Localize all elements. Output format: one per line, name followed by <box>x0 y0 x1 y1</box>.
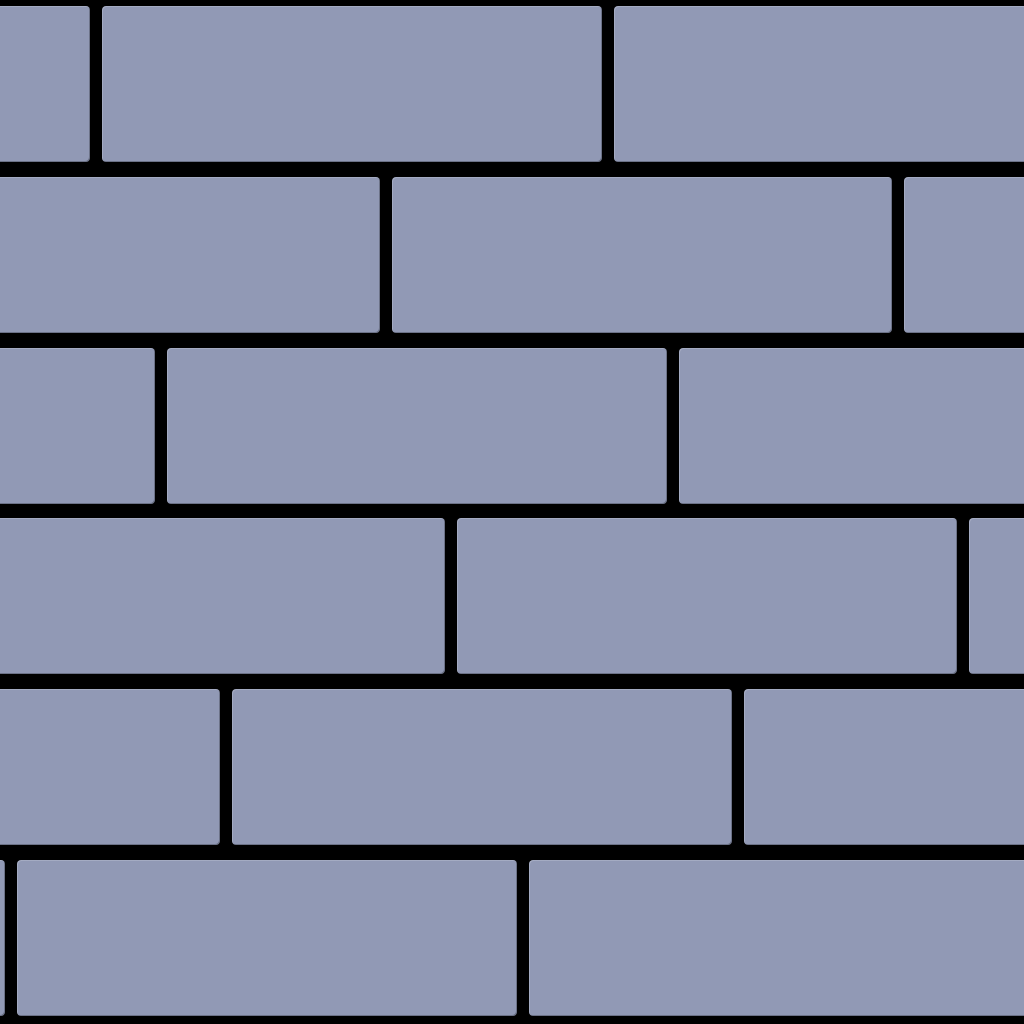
brick <box>0 689 220 845</box>
brick <box>529 860 1024 1016</box>
brick-course <box>0 518 1024 674</box>
brick <box>102 6 602 162</box>
brick <box>0 177 380 333</box>
brick <box>392 177 892 333</box>
brick <box>167 348 667 504</box>
brick <box>679 348 1024 504</box>
brick <box>744 689 1024 845</box>
brick-course <box>0 689 1024 845</box>
brick <box>904 177 1024 333</box>
brick-course <box>0 6 1024 162</box>
brick-course <box>0 348 1024 504</box>
brick <box>17 860 517 1016</box>
brick-course <box>0 860 1024 1016</box>
brick <box>232 689 732 845</box>
brick <box>0 6 90 162</box>
brick <box>614 6 1024 162</box>
brick <box>457 518 957 674</box>
brick <box>0 348 155 504</box>
brick-course <box>0 177 1024 333</box>
brick <box>0 518 445 674</box>
brick <box>969 518 1024 674</box>
brick <box>0 860 5 1016</box>
